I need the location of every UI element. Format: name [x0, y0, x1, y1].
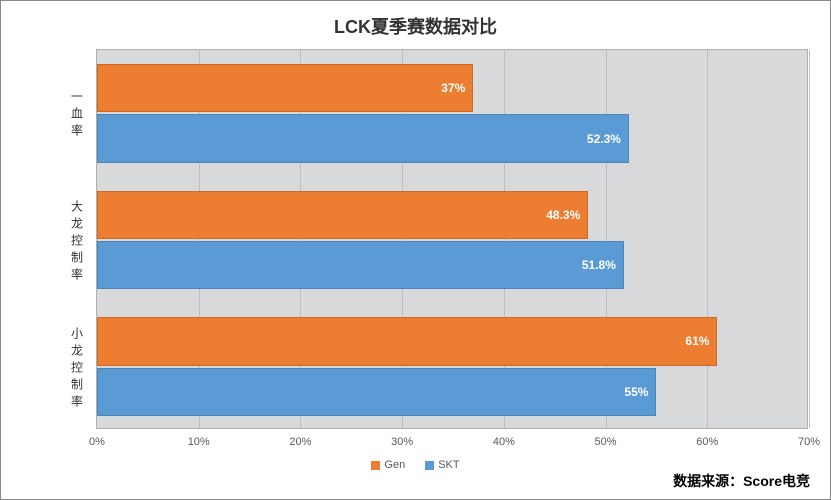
legend-label: SKT [438, 459, 459, 471]
y-category-label: 一血率 [71, 88, 83, 139]
legend-label: Gen [384, 459, 405, 471]
legend-item-gen: Gen [371, 459, 405, 471]
x-tick-label: 70% [798, 436, 820, 448]
gridline [707, 50, 708, 428]
bar-gen [97, 191, 588, 239]
bar-value-label: 61% [685, 334, 709, 348]
bar-value-label: 51.8% [582, 258, 616, 272]
x-tick-label: 60% [696, 436, 718, 448]
bar-value-label: 48.3% [546, 208, 580, 222]
x-tick-label: 30% [391, 436, 413, 448]
plot-area: 0%10%20%30%40%50%60%70%一血率37%52.3%大龙控制率4… [96, 49, 808, 429]
bar-value-label: 55% [624, 385, 648, 399]
legend-item-skt: SKT [425, 459, 459, 471]
y-category-label: 大龙控制率 [71, 198, 83, 283]
x-tick-label: 20% [289, 436, 311, 448]
x-tick-label: 0% [89, 436, 105, 448]
x-tick-label: 40% [493, 436, 515, 448]
y-category-label: 小龙控制率 [71, 324, 83, 409]
x-tick-label: 10% [188, 436, 210, 448]
bar-gen [97, 64, 473, 112]
legend-swatch [371, 461, 380, 470]
gridline [809, 50, 810, 428]
bar-gen [97, 317, 717, 365]
chart-title: LCK夏季赛数据对比 [1, 13, 830, 39]
bar-skt [97, 114, 629, 162]
bar-value-label: 52.3% [587, 132, 621, 146]
legend-swatch [425, 461, 434, 470]
bar-skt [97, 368, 656, 416]
bar-value-label: 37% [441, 81, 465, 95]
x-tick-label: 50% [595, 436, 617, 448]
source-text: 数据来源：Score电竞 [673, 471, 810, 491]
legend: Gen SKT [1, 459, 830, 471]
bar-skt [97, 241, 624, 289]
chart-container: LCK夏季赛数据对比 0% 10% 20% 30% 40% 50% 60% 70% 一血率 37%… [0, 0, 831, 500]
